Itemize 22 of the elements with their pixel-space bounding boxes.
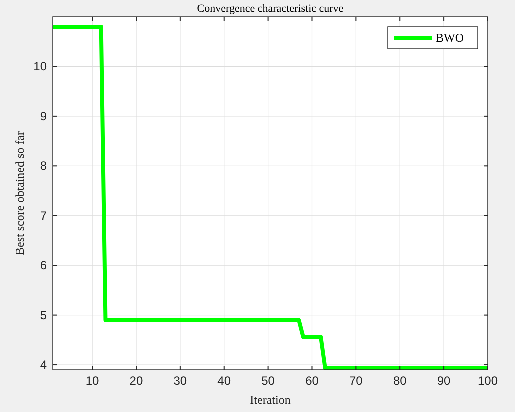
x-tick-label: 70 (350, 374, 364, 388)
y-tick-label: 9 (40, 109, 48, 124)
x-tick-label: 80 (393, 374, 408, 388)
x-tick-label: 90 (437, 374, 452, 388)
x-tick-label: 10 (86, 374, 100, 388)
x-tick-label: 60 (306, 374, 320, 388)
y-tick-label: 7 (40, 208, 48, 223)
line-series (53, 24, 488, 371)
y-tick-label: 5 (40, 308, 48, 322)
x-tick-label: 40 (218, 374, 232, 388)
y-tick-label: 8 (40, 159, 48, 174)
x-tick-label: 50 (262, 374, 276, 388)
x-tick-label: 30 (174, 374, 188, 388)
y-tick-label: 4 (40, 358, 48, 372)
chart-title: Convergence characteristic curve (197, 3, 344, 15)
y-tick-label: 6 (40, 258, 48, 273)
y-tick-label: 10 (34, 60, 48, 74)
y-axis-title: Best score obtained so far (13, 132, 27, 256)
legend-label: BWO (436, 31, 464, 45)
x-tick-label: 100 (478, 374, 498, 388)
x-tick-label: 20 (130, 374, 144, 388)
x-axis-title: Iteration (250, 393, 291, 407)
